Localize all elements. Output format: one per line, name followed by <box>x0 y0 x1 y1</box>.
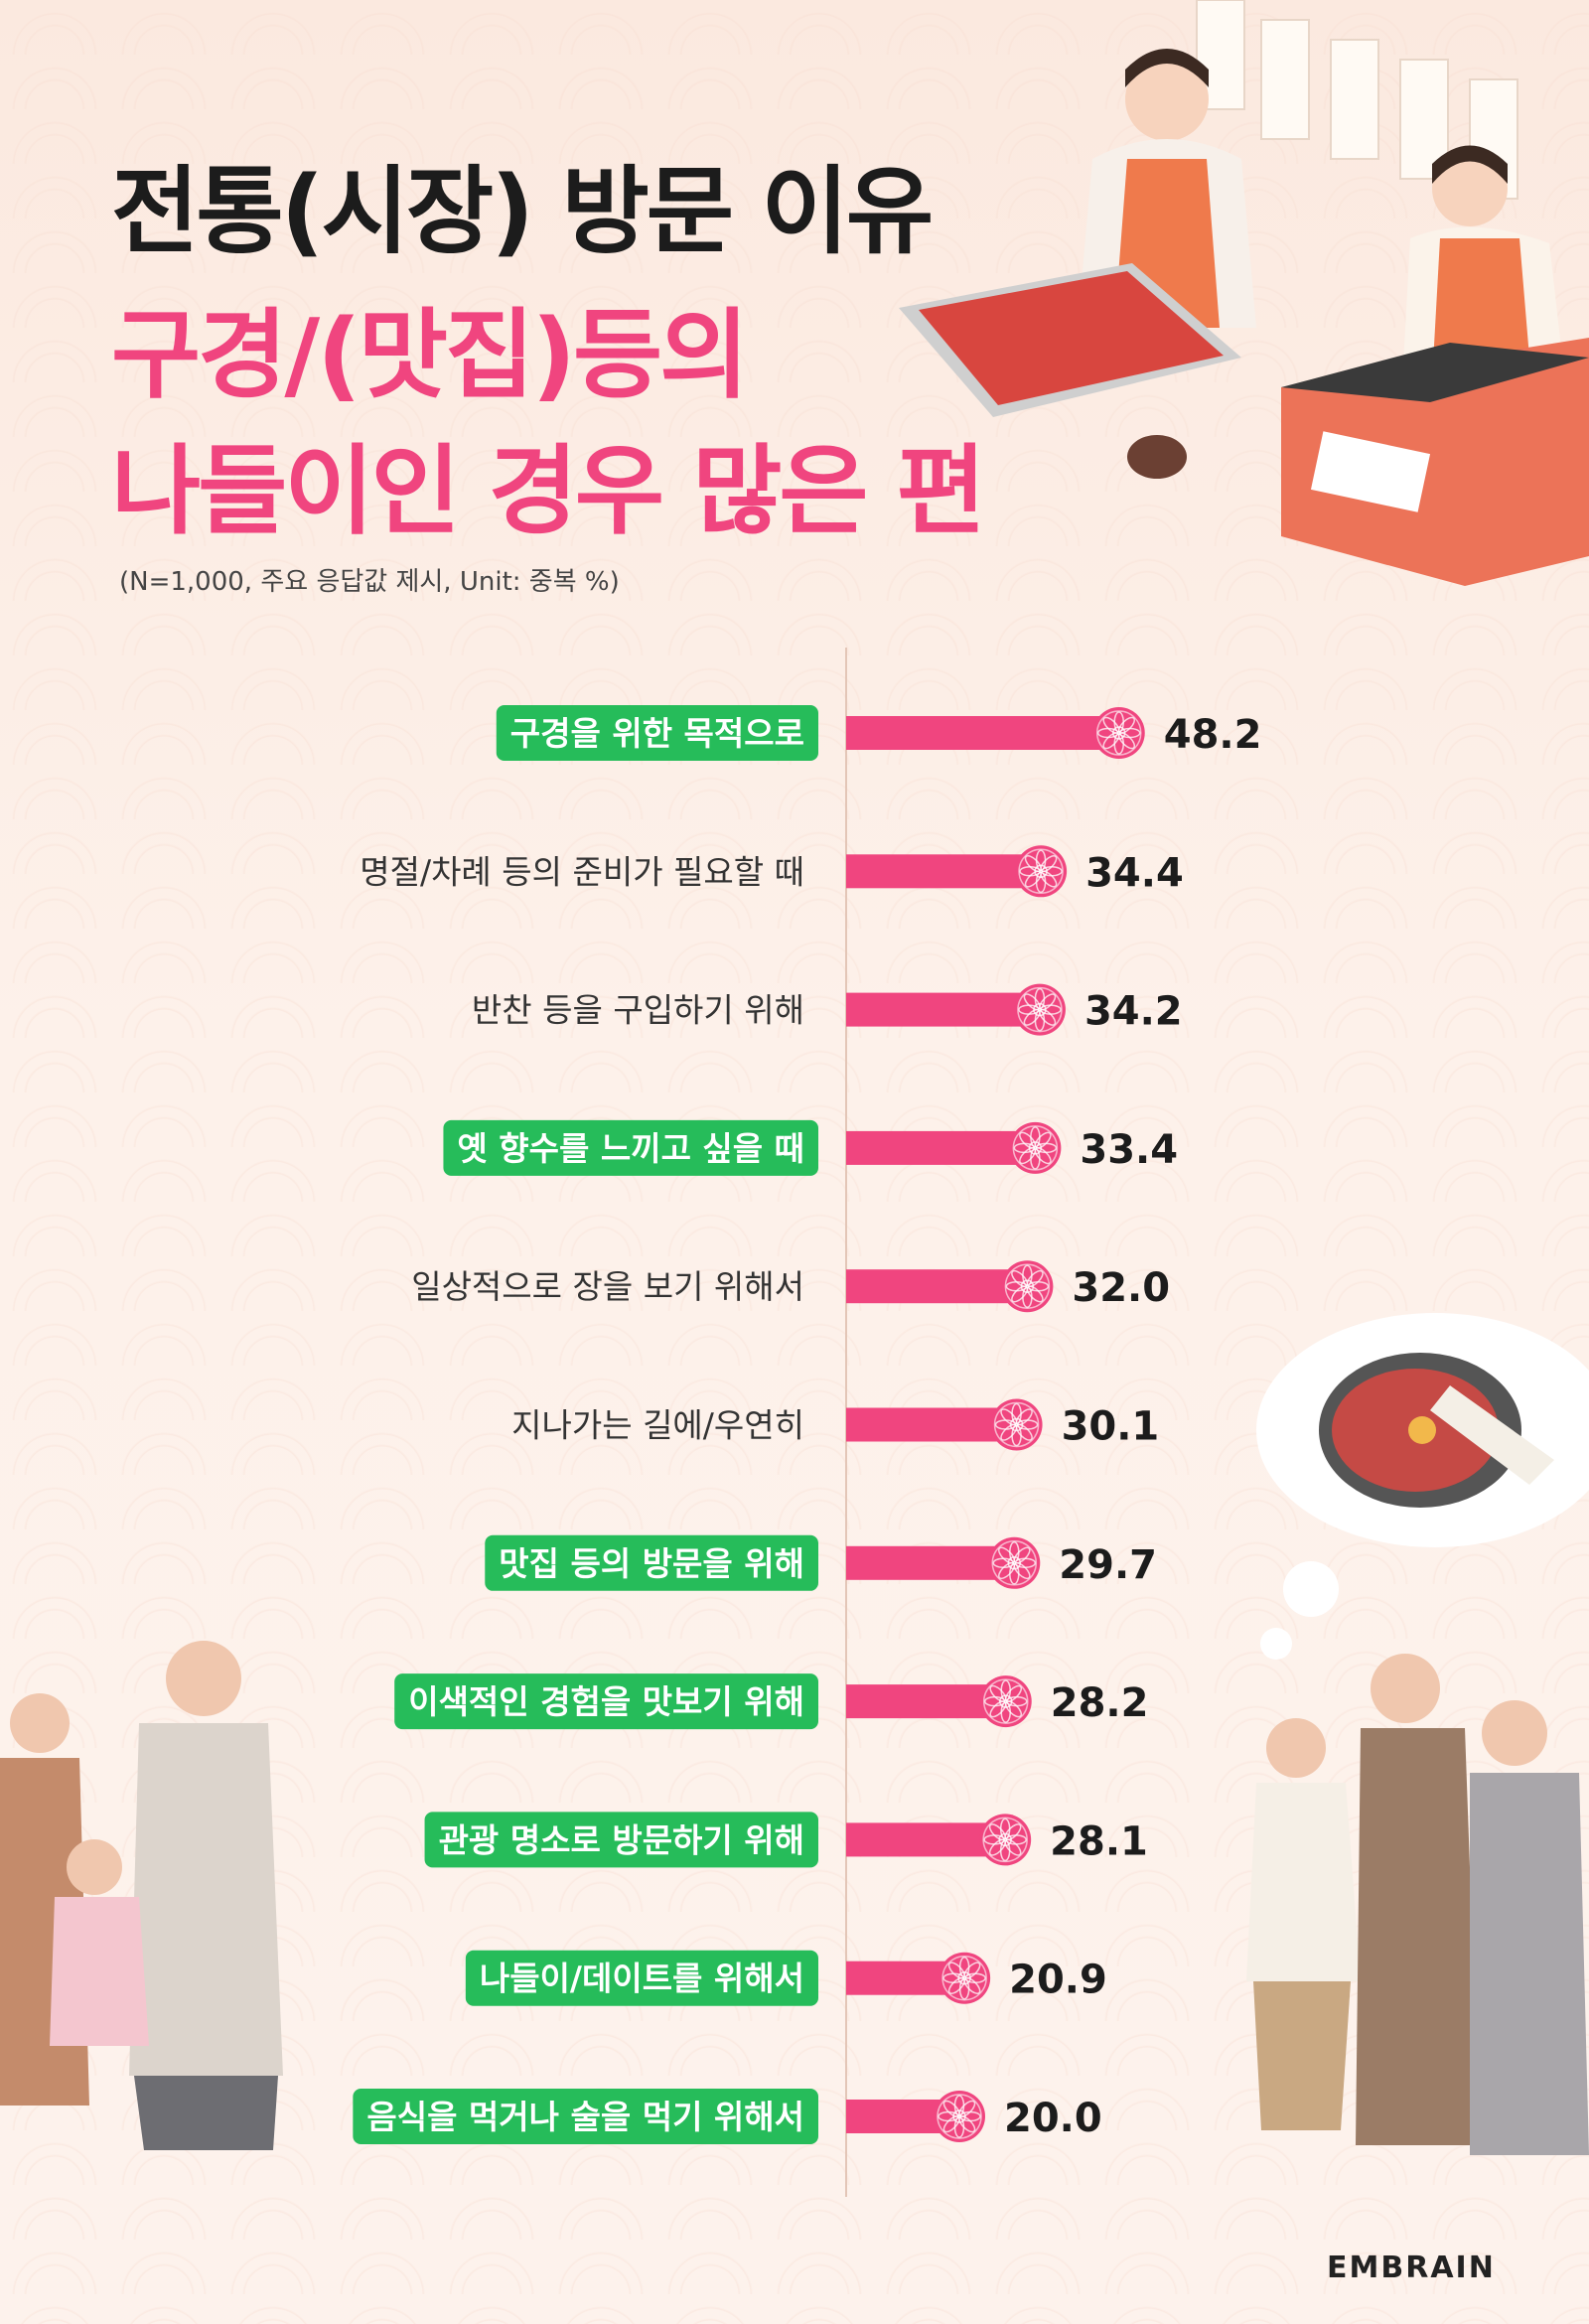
value-label: 34.4 <box>1085 850 1184 896</box>
bar-series: 구경을 위한 목적으로 48.2 명절/차례 등의 준비가 필요할 때 34.4 반찬 … <box>353 705 1261 2144</box>
value-label: 30.1 <box>1062 1404 1160 1450</box>
bar <box>846 1684 1006 1719</box>
category-label: 명절/차례 등의 준비가 필요할 때 <box>360 852 804 891</box>
bar-end-flower-icon <box>978 1674 1033 1728</box>
value-label: 32.0 <box>1072 1265 1170 1311</box>
value-label: 20.9 <box>1009 1958 1107 2003</box>
value-label: 34.2 <box>1084 989 1183 1035</box>
value-label: 28.2 <box>1051 1680 1149 1726</box>
bar <box>846 1545 1015 1580</box>
subtitle-line-2: 나들이인 경우 많은 편 <box>111 435 986 548</box>
bar-end-flower-icon <box>1000 1259 1055 1313</box>
food-thought-bubble <box>1256 1313 1589 1660</box>
category-label: 일상적으로 장을 보기 위해서 <box>411 1267 804 1306</box>
couple-illustration <box>1246 1654 1589 2155</box>
category-label-highlight <box>424 1812 818 1868</box>
category-label: 이색적인 경험을 맛보기 위해 <box>408 1682 804 1721</box>
page-title: 전통(시장) 방문 이유 <box>111 156 934 267</box>
subtitle-line-1: 구경/(맛집)등의 <box>111 299 749 412</box>
category-label: 옛 향수를 느끼고 싶을 때 <box>457 1129 804 1168</box>
category-label-highlight <box>485 1534 818 1591</box>
bar-end-flower-icon <box>987 1536 1042 1590</box>
category-label: 지나가는 길에/우연히 <box>511 1406 804 1445</box>
category-label: 반찬 등을 구입하기 위해 <box>472 991 804 1030</box>
category-label: 맛집 등의 방문을 위해 <box>499 1544 804 1583</box>
value-label: 33.4 <box>1080 1127 1178 1173</box>
category-label-highlight <box>496 705 818 761</box>
bar-end-flower-icon <box>1013 982 1067 1037</box>
category-label: 관광 명소로 방문하기 위해 <box>439 1820 804 1859</box>
category-label: 구경을 위한 목적으로 <box>510 714 804 753</box>
bar <box>846 854 1042 889</box>
category-label-highlight <box>443 1119 818 1176</box>
category-label: 음식을 먹거나 술을 먹기 위해서 <box>366 2098 804 2136</box>
bar-end-flower-icon <box>1008 1121 1063 1175</box>
category-label-highlight <box>353 2089 818 2144</box>
bar <box>846 1407 1017 1442</box>
bar <box>846 992 1040 1027</box>
bar-end-flower-icon <box>933 2090 986 2143</box>
market-stall-illustration <box>899 0 1589 586</box>
value-label: 48.2 <box>1164 712 1262 758</box>
category-label: 나들이/데이트를 위해서 <box>480 1960 804 1998</box>
brand-logo: EMBRAIN <box>1327 2251 1496 2285</box>
bar-end-flower-icon <box>989 1397 1044 1452</box>
value-label: 29.7 <box>1059 1542 1157 1588</box>
bar <box>846 716 1119 750</box>
bar <box>846 1269 1028 1304</box>
bar-end-flower-icon <box>1091 706 1146 760</box>
fish-bread-stand <box>1281 338 1589 586</box>
bar <box>846 1822 1006 1857</box>
category-label-highlight <box>394 1673 818 1730</box>
bar-end-flower-icon <box>978 1813 1032 1867</box>
category-label-highlight <box>465 1950 818 2006</box>
bar-end-flower-icon <box>938 1951 991 2005</box>
bar-end-flower-icon <box>1014 844 1068 899</box>
value-label: 20.0 <box>1004 2096 1102 2141</box>
sample-note: (N=1,000, 주요 응답값 제시, Unit: 중복 %) <box>119 567 620 597</box>
bar <box>846 1130 1036 1165</box>
value-label: 28.1 <box>1050 1818 1148 1864</box>
tteokbokki-pan <box>899 263 1241 417</box>
family-illustration <box>0 1641 283 2150</box>
